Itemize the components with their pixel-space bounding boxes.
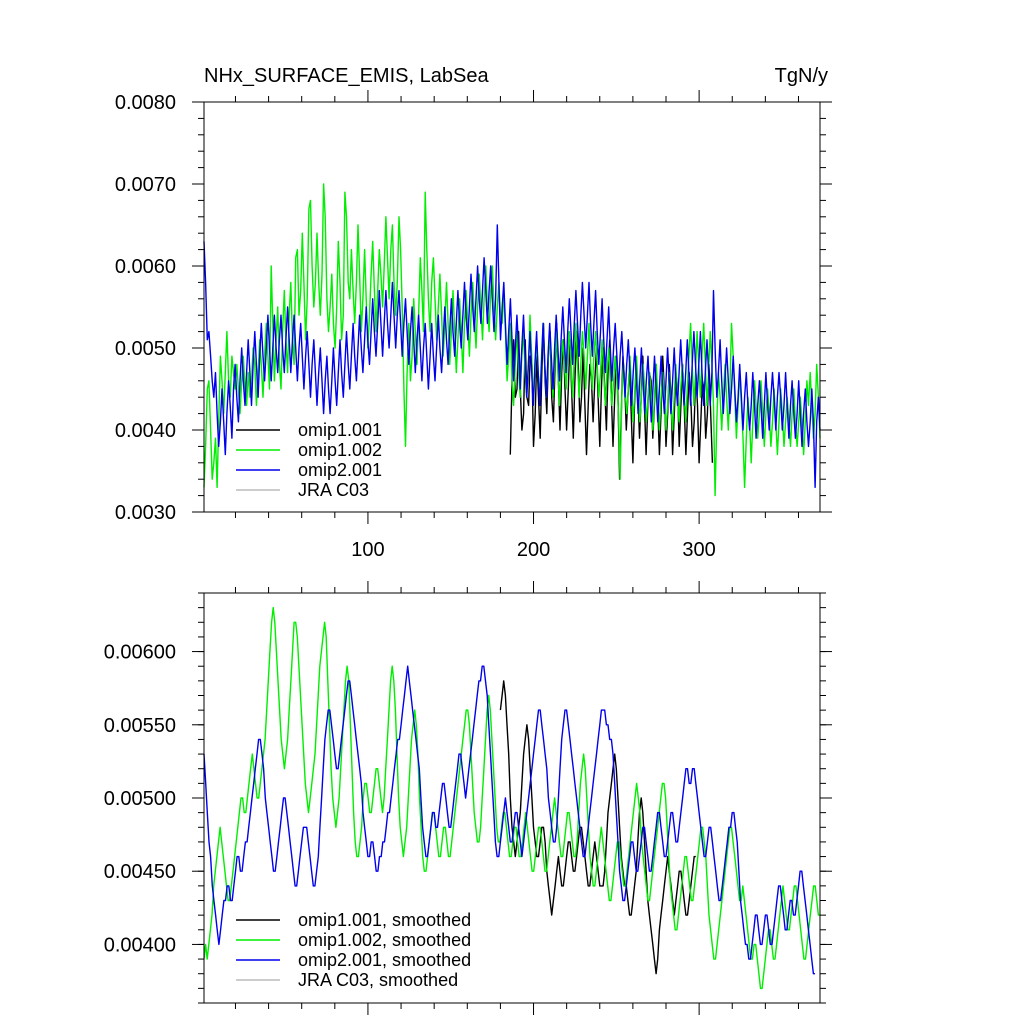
y-tick-label: 0.00450 [104, 861, 176, 883]
legend-label: JRA C03 [298, 480, 369, 500]
legend-label: omip1.001 [298, 420, 382, 440]
y-tick-label: 0.0050 [115, 338, 176, 360]
plot-frame [203, 101, 821, 513]
y-tick-label: 0.0080 [115, 92, 176, 114]
series-line-omip1-002 [203, 183, 821, 497]
legend-label: JRA C03, smoothed [298, 970, 458, 990]
x-tick-label: 100 [351, 539, 384, 561]
top-panel: NHx_SURFACE_EMIS, LabSea TgN/y 0.00300.0… [115, 65, 832, 561]
x-tick-label: 300 [682, 539, 715, 561]
y-tick-label: 0.0060 [115, 256, 176, 278]
ticks-layer: 0.0030 0.0040 0.0050 0.0060 0.0070 0.0080 100 2… [115, 90, 832, 561]
series-layer [203, 606, 820, 990]
x-tick-label: 200 [517, 539, 550, 561]
y-tick-label: 0.0040 [115, 420, 176, 442]
series-layer [203, 183, 821, 497]
legend-label: omip1.002 [298, 440, 382, 460]
plot-frame [203, 592, 821, 1004]
y-tick-label: 0.0070 [115, 174, 176, 196]
y-tick-label: 0.00500 [104, 788, 176, 810]
series-line-omip1-002-smoothed [203, 606, 820, 990]
series-line-omip1-001-smoothed [499, 680, 696, 975]
series-line-omip2-001-smoothed [203, 665, 815, 975]
legend-label: omip1.001, smoothed [298, 910, 471, 930]
y-tick-label: 0.00600 [104, 642, 176, 664]
legend-label: omip2.001, smoothed [298, 950, 471, 970]
y-tick-label: 0.00400 [104, 934, 176, 956]
series-line-omip2-001 [203, 224, 821, 489]
chart-title: NHx_SURFACE_EMIS, LabSea [204, 65, 489, 87]
legend-label: omip2.001 [298, 460, 382, 480]
y-tick-label: 0.0030 [115, 502, 176, 524]
units-label: TgN/y [775, 65, 828, 87]
legend-label: omip1.002, smoothed [298, 930, 471, 950]
y-tick-label: 0.00550 [104, 715, 176, 737]
ticks-layer: 0.00400 0.00450 0.00500 0.00550 0.00600 [104, 581, 832, 1015]
bottom-panel: 0.00400 0.00450 0.00500 0.00550 0.00600 omip… [104, 581, 832, 1015]
